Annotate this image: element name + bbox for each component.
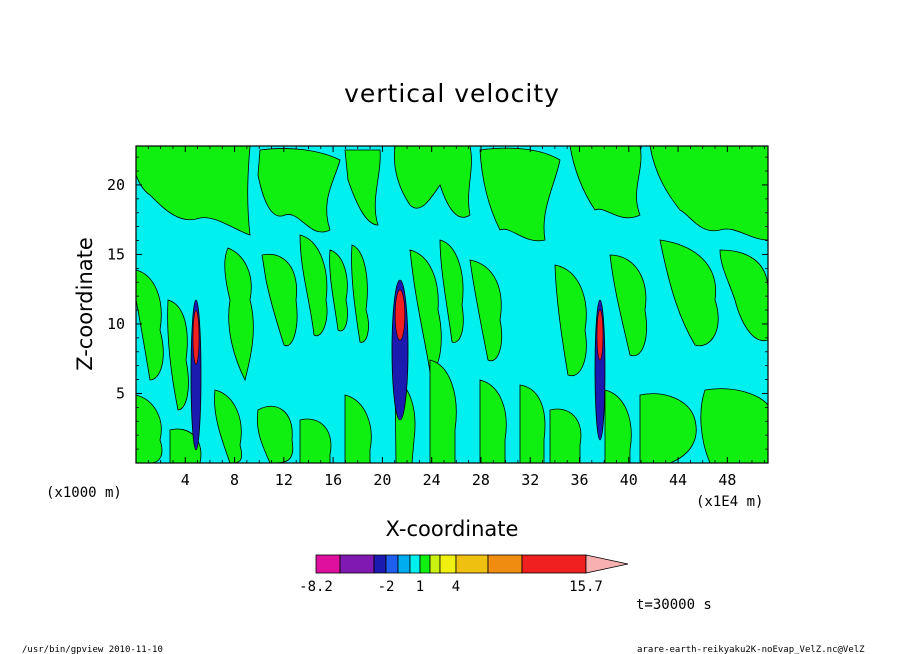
colorbar-extend-arrow	[585, 554, 629, 574]
colorbar: -8.2 -2 1 4 15.7	[299, 554, 629, 595]
updraft-contour-region	[639, 393, 697, 463]
updraft-contour-region	[224, 247, 254, 382]
x-tick-label: 32	[521, 471, 539, 489]
colorbar-tick-label: 4	[452, 579, 460, 595]
colorbar-segment	[439, 554, 457, 574]
x-tick-label: 8	[230, 471, 239, 489]
footer-program: /usr/bin/gpview 2010-11-10	[22, 645, 163, 654]
footer-file: arare-earth-reikyaku2K-noEvap_VelZ.nc@Ve…	[637, 645, 865, 654]
updraft-contour-region	[167, 299, 189, 411]
colorbar-segment	[429, 554, 441, 574]
updraft-contour-region	[261, 253, 298, 347]
x-tick-label: 28	[472, 471, 490, 489]
updraft-contour-region	[136, 146, 251, 236]
updraft-contour-region	[256, 405, 294, 463]
contour-regions	[136, 146, 768, 463]
colorbar-tick-label: -2	[378, 579, 395, 595]
updraft-contour-region	[479, 379, 507, 463]
updraft-contour-region	[329, 249, 348, 332]
y-unit-label: (x1000 m)	[46, 485, 122, 501]
x-tick-label: 20	[373, 471, 391, 489]
x-tick-label: 40	[620, 471, 638, 489]
colorbar-tick-label: 1	[416, 579, 424, 595]
updraft-contour-region	[214, 389, 243, 463]
updraft-contour-region	[569, 146, 642, 219]
colorbar-segment	[373, 554, 387, 574]
x-tick-label: 48	[718, 471, 736, 489]
updraft-core	[394, 289, 406, 341]
updraft-core	[192, 310, 200, 365]
colorbar-segment	[487, 554, 523, 574]
y-tick-label: 10	[107, 315, 125, 333]
updraft-contour-region	[700, 388, 768, 463]
x-axis-ticks: 4 8 12 16 20 24 28 32 36 40 44 48	[147, 146, 765, 489]
updraft-contour-region	[299, 418, 332, 463]
colorbar-segment	[315, 554, 341, 574]
colorbar-segment	[419, 554, 431, 574]
colorbar-tick-label: 15.7	[569, 579, 603, 595]
colorbar-segment	[455, 554, 489, 574]
x-tick-label: 16	[324, 471, 342, 489]
updraft-contour-region	[719, 249, 768, 342]
plot-frame	[135, 145, 769, 464]
x-tick-label: 44	[669, 471, 687, 489]
updraft-contour-region	[554, 264, 587, 377]
colorbar-segment	[385, 554, 399, 574]
chart-title: vertical velocity	[344, 79, 560, 108]
x-axis-label: X-coordinate	[386, 517, 519, 541]
y-tick-label: 5	[116, 384, 125, 402]
updraft-contour-region	[604, 389, 632, 463]
updraft-contour-region	[351, 244, 369, 343]
updraft-contour-region	[136, 269, 164, 381]
y-axis-label: Z-coordinate	[73, 237, 97, 371]
updraft-contour-region	[344, 149, 381, 226]
updraft-contour-region	[429, 359, 457, 463]
updraft-contour-region	[519, 384, 546, 463]
colorbar-segment	[409, 554, 421, 574]
colorbar-segment	[397, 554, 411, 574]
updraft-contour-region	[659, 239, 719, 347]
x-tick-label: 12	[275, 471, 293, 489]
updraft-contour-region	[409, 249, 442, 373]
colorbar-segment	[521, 554, 587, 574]
updraft-contour-region	[344, 394, 372, 463]
updraft-contour-region	[609, 254, 647, 357]
x-tick-label: 4	[181, 471, 190, 489]
updraft-contour-region	[299, 234, 328, 337]
updraft-core	[596, 309, 604, 361]
x-unit-label: (x1E4 m)	[696, 494, 763, 510]
colorbar-tick-label: -8.2	[299, 579, 333, 595]
x-tick-label: 24	[423, 471, 441, 489]
updraft-contour-region	[469, 259, 503, 362]
y-axis-ticks: 5 10 15 20	[107, 156, 768, 450]
updraft-contour-region	[479, 147, 561, 242]
updraft-contour-region	[257, 148, 341, 233]
updraft-contour-region	[439, 239, 464, 343]
y-tick-label: 20	[107, 176, 125, 194]
x-tick-label: 36	[570, 471, 588, 489]
updraft-contour-region	[649, 146, 768, 241]
y-tick-label: 15	[107, 245, 125, 263]
updraft-contour-region	[393, 146, 472, 218]
colorbar-segment	[339, 554, 375, 574]
time-label: t=30000 s	[636, 597, 712, 613]
